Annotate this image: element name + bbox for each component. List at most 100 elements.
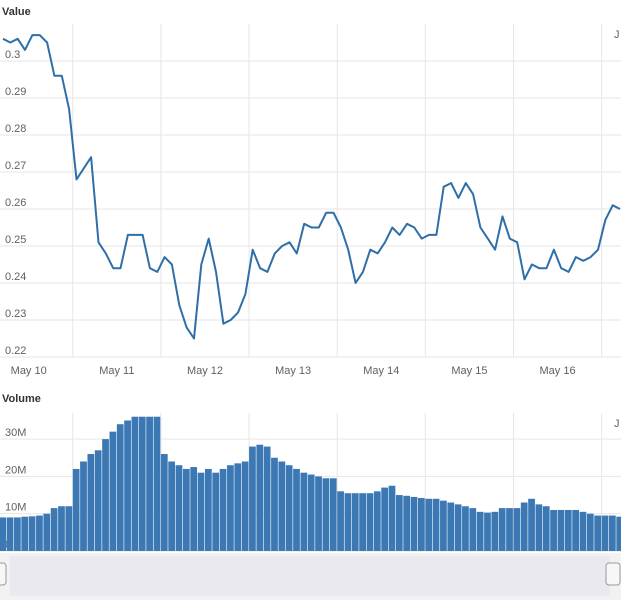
volume-bar — [351, 493, 359, 551]
annotation: J — [614, 29, 620, 41]
volume-bar — [586, 513, 594, 551]
y-tick-label: 0.28 — [5, 123, 26, 135]
volume-bar — [72, 468, 80, 551]
volume-bar — [403, 495, 411, 551]
volume-bar — [94, 450, 102, 551]
volume-bar — [491, 511, 499, 551]
volume-bar — [344, 493, 352, 551]
volume-bar — [278, 461, 286, 551]
volume-bar — [395, 495, 403, 551]
volume-bar — [263, 446, 271, 551]
volume-bar — [454, 504, 462, 551]
volume-bar — [65, 506, 73, 551]
y-tick-label: 0.29 — [5, 86, 26, 98]
volume-bar — [425, 498, 433, 551]
volume-bar — [469, 508, 477, 551]
volume-bar — [528, 498, 535, 551]
annotation: J — [614, 418, 620, 430]
x-tick-label: May 11 — [99, 365, 134, 377]
x-tick-label: May 12 — [187, 365, 223, 377]
volume-bar — [153, 416, 161, 551]
x-tick-label: May 10 — [11, 365, 47, 377]
volume-bar — [249, 446, 256, 551]
volume-bar — [241, 461, 249, 551]
y-tick-label: 0.3 — [5, 49, 20, 61]
volume-bar — [359, 493, 366, 551]
volume-bar — [271, 457, 278, 551]
volume-bar — [0, 517, 7, 551]
x-tick-label: May 15 — [451, 365, 487, 377]
volume-bar — [337, 491, 344, 551]
volume-bar — [6, 517, 14, 551]
volume-bar — [322, 478, 330, 551]
volume-bar — [87, 454, 95, 551]
volume-bar — [315, 476, 322, 551]
navigator-window[interactable] — [10, 556, 610, 596]
volume-bar — [484, 512, 491, 551]
volume-bar — [498, 508, 506, 551]
volume-bar — [182, 468, 190, 551]
volume-bar — [608, 515, 616, 551]
volume-bar — [513, 508, 521, 551]
volume-bar — [329, 478, 337, 551]
y-tick-label: 0.27 — [5, 160, 26, 172]
value-line — [2, 34, 621, 340]
volume-bar — [124, 420, 131, 551]
y-tick-label: 0.22 — [5, 345, 26, 357]
volume-bar — [557, 509, 565, 551]
volume-bar — [520, 502, 528, 551]
volume-bar — [146, 416, 153, 551]
volume-bar — [601, 515, 609, 551]
x-tick-label: May 14 — [363, 365, 399, 377]
volume-bar — [138, 416, 146, 551]
volume-bar — [381, 487, 389, 551]
volume-bar — [476, 511, 484, 551]
volume-bar — [227, 465, 234, 551]
volume-bar — [197, 472, 205, 551]
x-tick-label: May 13 — [275, 365, 311, 377]
panels: Value J 0.22 0.23 0.24 0.25 0.26 0.27 0.28 0.29 0.… — [0, 6, 621, 588]
volume-bar — [28, 516, 36, 551]
volume-bar — [542, 506, 550, 551]
volume-bar — [410, 496, 418, 551]
volume-bar — [440, 500, 447, 551]
y-tick-label: 0.24 — [5, 271, 26, 283]
volume-bar — [594, 515, 602, 551]
volume-bar — [616, 516, 621, 551]
volume-bar — [293, 468, 300, 551]
volume-bar — [80, 461, 87, 551]
volume-bar — [58, 506, 65, 551]
panel: Value J 0.22 0.23 0.24 0.25 0.26 0.27 0.28 0.29 0.… — [0, 6, 621, 377]
y-tick-label: 0.23 — [5, 308, 26, 320]
volume-bar — [373, 491, 381, 551]
volume-bar — [102, 439, 109, 551]
volume-bar — [168, 461, 176, 551]
volume-bar — [204, 468, 212, 551]
volume-bar — [190, 467, 198, 551]
x-tick-label: May 16 — [540, 365, 576, 377]
y-tick-label: 0.25 — [5, 234, 26, 246]
y-tick-label: 20M — [5, 464, 26, 476]
volume-bar — [43, 513, 51, 551]
volume-bar — [366, 493, 374, 551]
volume-bar — [131, 416, 139, 551]
volume-bar — [212, 472, 220, 551]
volume-bar — [572, 509, 580, 551]
volume-bar — [219, 468, 227, 551]
volume-bar — [109, 431, 117, 551]
navigator-handle[interactable] — [0, 562, 7, 586]
y-tick-label: 0.26 — [5, 197, 26, 209]
volume-bar — [535, 504, 543, 551]
volume-bar — [36, 515, 43, 551]
panel-title: Value — [2, 6, 31, 18]
volume-bar — [285, 465, 293, 551]
volume-bar — [234, 463, 242, 551]
volume-bar — [418, 498, 425, 551]
volume-bar — [550, 509, 557, 551]
volume-bar — [388, 485, 396, 551]
volume-bar — [462, 506, 469, 551]
volume-bar — [116, 424, 124, 551]
navigator-handle[interactable] — [605, 562, 621, 586]
y-tick-label: 30M — [5, 427, 26, 439]
